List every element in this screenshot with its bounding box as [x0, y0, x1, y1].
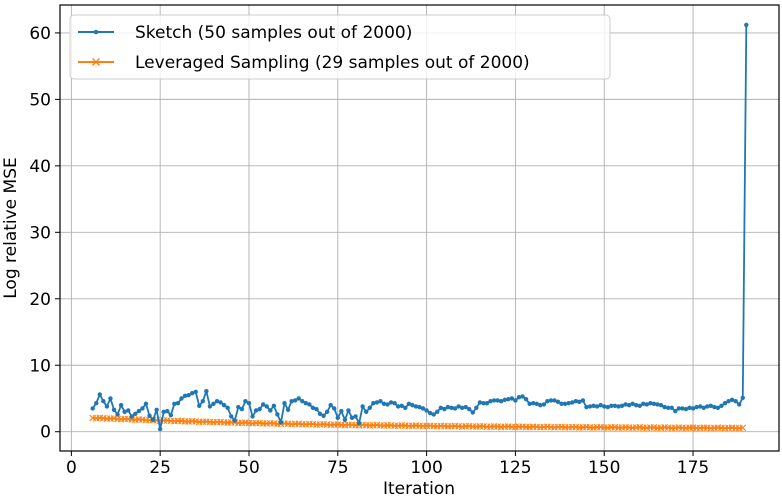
legend-label-leveraged: Leveraged Sampling (29 samples out of 20… [135, 53, 530, 73]
y-tick-label: 50 [29, 90, 51, 110]
y-tick-label: 20 [29, 290, 51, 310]
x-tick-label: 75 [327, 458, 349, 478]
sketch-line [91, 24, 748, 430]
y-tick-label: 10 [29, 356, 51, 376]
legend-box [69, 14, 611, 80]
x-axis-label: Iteration [383, 479, 455, 498]
leveraged-line [92, 417, 743, 429]
y-tick-label: 30 [29, 223, 51, 243]
x-axis-ticks: 0 25 50 75 100 125 150 175 [66, 451, 709, 478]
y-axis-label: Log relative MSE [1, 157, 21, 299]
x-tick-label: 50 [238, 458, 260, 478]
x-tick-label: 0 [66, 458, 77, 478]
legend-item-leveraged: Leveraged Sampling (29 samples out of 20… [78, 53, 530, 73]
y-tick-label: 40 [29, 157, 51, 177]
x-tick-label: 25 [149, 458, 171, 478]
y-tick-label: 0 [40, 423, 51, 443]
x-tick-label: 150 [588, 458, 620, 478]
x-tick-label: 175 [677, 458, 709, 478]
x-tick-label: 100 [410, 458, 442, 478]
dot-marker-icon [93, 29, 99, 35]
legend: Sketch (50 samples out of 2000) Leverage… [69, 14, 611, 80]
legend-label-sketch: Sketch (50 samples out of 2000) [135, 23, 412, 43]
y-axis-ticks: 0 10 20 30 40 50 60 [29, 24, 60, 443]
x-marker-icon [92, 58, 100, 66]
legend-item-sketch: Sketch (50 samples out of 2000) [78, 23, 412, 43]
series-leveraged-sampling [89, 414, 747, 432]
y-tick-label: 60 [29, 24, 51, 44]
x-tick-label: 125 [499, 458, 531, 478]
axes-frame [59, 4, 780, 452]
series-sketch [90, 22, 749, 432]
